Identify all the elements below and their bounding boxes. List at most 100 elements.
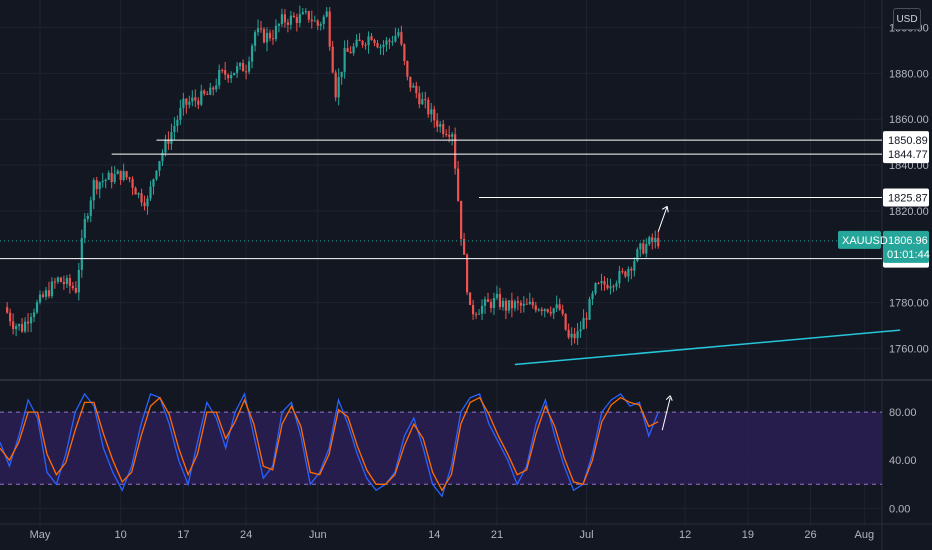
candle-body-174	[525, 303, 528, 305]
candle-body-68	[209, 87, 212, 95]
drawings[interactable]	[514, 205, 901, 366]
candle-body-52	[161, 152, 164, 162]
candle-body-1	[9, 312, 12, 322]
candle-body-191	[576, 331, 579, 339]
candle-body-75	[230, 75, 233, 79]
candle-body-51	[158, 161, 161, 171]
candle-body-182	[549, 311, 552, 314]
price-tick-1: 1880.00	[889, 68, 929, 80]
candle-body-133	[403, 44, 406, 62]
candle-body-165	[498, 293, 502, 308]
price-tick-5: 1780.00	[889, 298, 929, 310]
time-tick-1: 10	[115, 529, 127, 541]
time-tick-11: Aug	[855, 529, 875, 541]
time-tick-8: 12	[679, 529, 691, 541]
candle-body-206	[621, 271, 624, 273]
candle-body-20	[65, 278, 68, 284]
candle-body-60	[185, 98, 188, 105]
candle-body-193	[582, 318, 585, 330]
candle-body-21	[68, 278, 71, 286]
candle-body-128	[388, 40, 391, 42]
candle-body-116	[352, 46, 355, 54]
candle-body-91	[277, 24, 281, 26]
candle-body-15	[50, 281, 54, 297]
candle-body-2	[12, 321, 15, 330]
candle-body-55	[170, 131, 173, 144]
time-tick-6: 21	[491, 529, 503, 541]
candle-body-185	[558, 304, 561, 310]
candle-body-38	[119, 170, 122, 180]
candle-body-85	[259, 28, 263, 30]
candle-body-29	[92, 180, 95, 201]
candle-body-45	[140, 193, 143, 203]
candle-body-169	[510, 300, 513, 309]
candle-body-67	[206, 93, 209, 95]
candle-body-143	[433, 109, 436, 121]
symbol-badge	[838, 230, 881, 249]
time-axis[interactable]: May 10 17 24 Jun 14 21 Jul 12 19 26 Aug	[30, 529, 874, 541]
candle-body-76	[233, 72, 236, 76]
candle-body-201	[606, 284, 609, 289]
candle-body-130	[394, 35, 397, 42]
candle-body-18	[59, 277, 63, 282]
candle-body-8	[29, 317, 33, 324]
horizontal-levels[interactable]	[0, 139, 882, 260]
candle-body-158	[477, 313, 481, 315]
candle-body-9	[32, 312, 36, 318]
stoch-line-d	[0, 396, 659, 492]
candle-body-43	[134, 187, 137, 195]
candle-body-122	[370, 36, 373, 41]
candle-body-46	[143, 202, 146, 207]
candle-body-123	[373, 40, 376, 44]
stoch-tick-1: 40.00	[889, 455, 917, 467]
candle-body-89	[271, 38, 275, 40]
candle-body-80	[244, 71, 248, 73]
candle-body-109	[331, 46, 334, 73]
candle-body-176	[531, 301, 534, 306]
candle-body-215	[648, 237, 651, 245]
time-tick-7: Jul	[580, 529, 594, 541]
candle-body-79	[241, 63, 245, 72]
candle-body-121	[367, 36, 370, 46]
candle-body-106	[322, 16, 325, 25]
stoch-tick-2: 0.00	[889, 503, 910, 515]
candle-body-82	[250, 45, 254, 62]
candle-body-92	[280, 14, 284, 25]
countdown-label: 01:01:44	[887, 249, 930, 261]
candle-body-188	[567, 329, 570, 338]
candle-body-6	[23, 321, 27, 332]
candle-body-25	[80, 238, 83, 270]
candle-body-167	[504, 300, 508, 311]
candle-body-147	[445, 134, 448, 136]
candle-body-118	[358, 39, 361, 42]
candle-body-11	[38, 294, 42, 303]
candle-body-87	[265, 32, 269, 43]
candle-body-107	[325, 11, 328, 17]
candle-body-151	[457, 168, 460, 201]
level-badge-2	[883, 188, 929, 207]
candle-body-4	[17, 324, 21, 327]
candle-body-100	[304, 11, 307, 13]
candle-body-3	[15, 326, 18, 330]
currency-button[interactable]: USD	[893, 8, 921, 30]
candle-body-16	[53, 281, 57, 283]
candle-body-162	[489, 301, 493, 308]
candle-body-71	[218, 70, 221, 86]
candle-body-24	[77, 269, 80, 293]
candle-body-96	[292, 15, 295, 18]
candle-body-13	[44, 290, 48, 297]
candle-body-78	[239, 63, 242, 67]
symbol-label: XAUUSD	[842, 235, 888, 247]
candle-body-140	[424, 99, 427, 101]
candle-body-77	[236, 66, 239, 73]
candle-body-154	[465, 254, 469, 293]
time-tick-5: 14	[428, 529, 440, 541]
candle-body-103	[313, 20, 316, 22]
candle-body-63	[194, 97, 197, 101]
stoch-band	[0, 412, 882, 485]
candle-body-42	[131, 178, 134, 188]
candle-body-36	[113, 174, 116, 183]
candle-body-125	[379, 47, 382, 49]
stoch-arrow-head	[665, 395, 673, 401]
